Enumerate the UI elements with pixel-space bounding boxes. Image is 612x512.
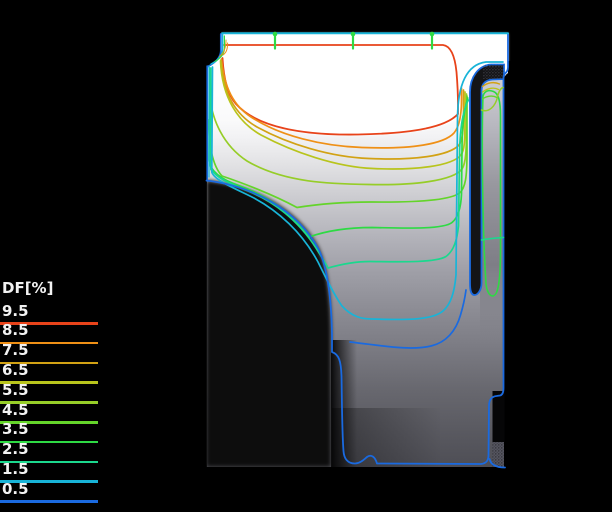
column-yellow-arc — [481, 81, 501, 88]
bottom-right-pocket-speckle — [492, 442, 504, 467]
white-high-df-region — [222, 33, 508, 136]
column-teal-crossing — [480, 236, 505, 241]
surface-tick-knob — [272, 31, 278, 37]
bottom-shadow — [332, 408, 442, 467]
surface-tick-knob — [350, 31, 356, 37]
low-df-dark-region — [206, 180, 331, 467]
contour-lines — [205, 31, 509, 469]
column-green-arc — [481, 95, 498, 100]
surface-tick-knob — [429, 31, 435, 37]
column-yellowgreen-arc — [481, 87, 500, 93]
contour-path-5-5 — [208, 91, 468, 186]
column-s-curve — [480, 86, 504, 112]
trench-band-speckle — [483, 64, 504, 79]
bottom-right-notch — [492, 391, 505, 442]
top-left-mask-corner — [205, 32, 221, 67]
contour-path-1-5 — [210, 61, 504, 321]
contour-path-7-5 — [220, 59, 465, 160]
mesa-wall-gold — [219, 39, 227, 57]
contour-path-3-5 — [208, 67, 469, 238]
contour-path-6-5 — [219, 60, 466, 170]
contour-path-0-5-pocket — [488, 458, 506, 469]
mesa-wall-cyan — [210, 33, 224, 65]
mesa-wall-orange — [222, 42, 229, 56]
contour-path-0-5-approach — [349, 289, 467, 349]
contour-path-0-5 — [205, 33, 509, 465]
column-loop-green — [481, 89, 502, 297]
right-edge-black-strip — [504, 61, 512, 468]
